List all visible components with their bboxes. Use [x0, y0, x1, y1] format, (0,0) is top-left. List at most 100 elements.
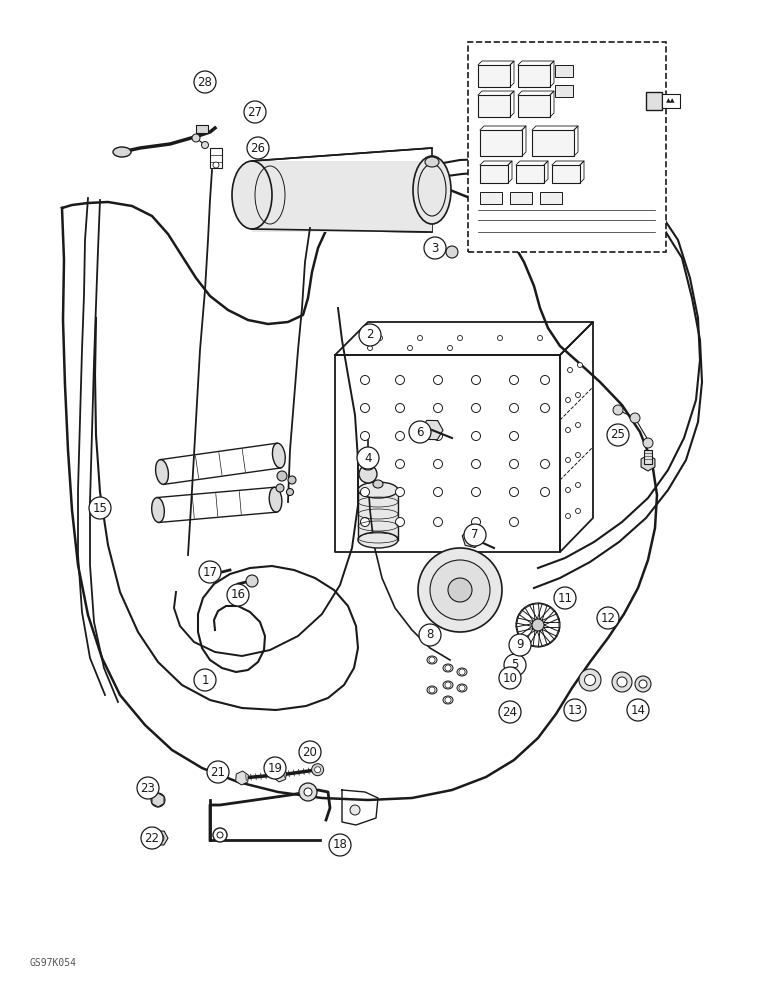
- Circle shape: [564, 699, 586, 721]
- Circle shape: [395, 432, 405, 440]
- Circle shape: [577, 362, 583, 367]
- Text: 12: 12: [601, 611, 615, 624]
- Circle shape: [445, 682, 451, 688]
- Ellipse shape: [457, 684, 467, 692]
- Circle shape: [510, 488, 519, 496]
- Circle shape: [378, 336, 382, 340]
- Bar: [555, 85, 573, 97]
- Circle shape: [434, 375, 442, 384]
- Text: 10: 10: [503, 672, 517, 684]
- Text: 15: 15: [93, 502, 107, 514]
- Text: 16: 16: [231, 588, 245, 601]
- Text: 7: 7: [471, 528, 479, 542]
- Circle shape: [575, 422, 581, 428]
- Bar: [252, 161, 432, 232]
- Text: GS97K054: GS97K054: [30, 958, 77, 968]
- Circle shape: [361, 375, 370, 384]
- Circle shape: [434, 403, 442, 412]
- Circle shape: [584, 674, 595, 686]
- Circle shape: [566, 428, 571, 432]
- Circle shape: [304, 788, 312, 796]
- Circle shape: [635, 676, 651, 692]
- Circle shape: [575, 508, 581, 514]
- Circle shape: [247, 137, 269, 159]
- Text: 17: 17: [202, 566, 218, 578]
- Circle shape: [89, 497, 111, 519]
- Text: 14: 14: [631, 704, 645, 716]
- Circle shape: [277, 471, 287, 481]
- Circle shape: [459, 685, 465, 691]
- Circle shape: [429, 687, 435, 693]
- Bar: [644, 450, 652, 464]
- Text: 27: 27: [248, 105, 262, 118]
- Circle shape: [554, 587, 576, 609]
- Circle shape: [395, 518, 405, 526]
- Text: 3: 3: [432, 241, 438, 254]
- Text: 9: 9: [516, 639, 523, 652]
- Circle shape: [459, 669, 465, 675]
- Ellipse shape: [443, 696, 453, 704]
- Circle shape: [537, 336, 543, 340]
- Circle shape: [499, 667, 521, 689]
- Bar: [480, 192, 502, 204]
- Circle shape: [510, 403, 519, 412]
- Circle shape: [408, 346, 412, 351]
- Circle shape: [472, 432, 480, 440]
- Circle shape: [472, 460, 480, 468]
- Circle shape: [137, 777, 159, 799]
- Circle shape: [329, 834, 351, 856]
- Circle shape: [361, 488, 370, 496]
- Ellipse shape: [443, 664, 453, 672]
- Circle shape: [359, 324, 381, 346]
- Circle shape: [613, 405, 623, 415]
- Text: 18: 18: [333, 838, 347, 852]
- Text: 28: 28: [198, 76, 212, 89]
- Circle shape: [194, 71, 216, 93]
- Circle shape: [288, 476, 296, 484]
- Circle shape: [510, 518, 519, 526]
- Text: 22: 22: [144, 832, 160, 844]
- Bar: [358, 490, 398, 540]
- Bar: [480, 165, 508, 183]
- Ellipse shape: [113, 147, 131, 157]
- Circle shape: [192, 134, 200, 142]
- Ellipse shape: [358, 532, 398, 548]
- Text: 13: 13: [567, 704, 582, 716]
- Circle shape: [639, 680, 647, 688]
- Text: ▲▲: ▲▲: [666, 99, 676, 104]
- Bar: [516, 165, 544, 183]
- Text: 25: 25: [611, 428, 625, 442]
- Bar: [540, 192, 562, 204]
- Circle shape: [566, 458, 571, 462]
- Circle shape: [472, 375, 480, 384]
- Circle shape: [627, 699, 649, 721]
- Circle shape: [540, 403, 550, 412]
- Circle shape: [472, 518, 480, 526]
- Circle shape: [299, 783, 317, 801]
- Circle shape: [607, 424, 629, 446]
- Bar: [480, 130, 522, 156]
- Ellipse shape: [273, 443, 286, 468]
- Circle shape: [445, 665, 451, 671]
- Circle shape: [151, 793, 165, 807]
- Circle shape: [424, 237, 446, 259]
- Circle shape: [213, 828, 227, 842]
- Circle shape: [472, 403, 480, 412]
- Bar: [532, 130, 574, 156]
- Text: 1: 1: [201, 674, 208, 686]
- Circle shape: [499, 701, 521, 723]
- Circle shape: [612, 672, 632, 692]
- Circle shape: [350, 805, 360, 815]
- Ellipse shape: [269, 487, 282, 512]
- Ellipse shape: [427, 656, 437, 664]
- Circle shape: [575, 392, 581, 397]
- Circle shape: [458, 336, 462, 340]
- Circle shape: [643, 438, 653, 448]
- Text: 23: 23: [141, 782, 155, 794]
- Circle shape: [395, 460, 405, 468]
- Ellipse shape: [427, 686, 437, 694]
- Bar: [646, 92, 662, 110]
- Circle shape: [448, 578, 472, 602]
- Ellipse shape: [418, 164, 446, 216]
- Text: 5: 5: [511, 658, 519, 672]
